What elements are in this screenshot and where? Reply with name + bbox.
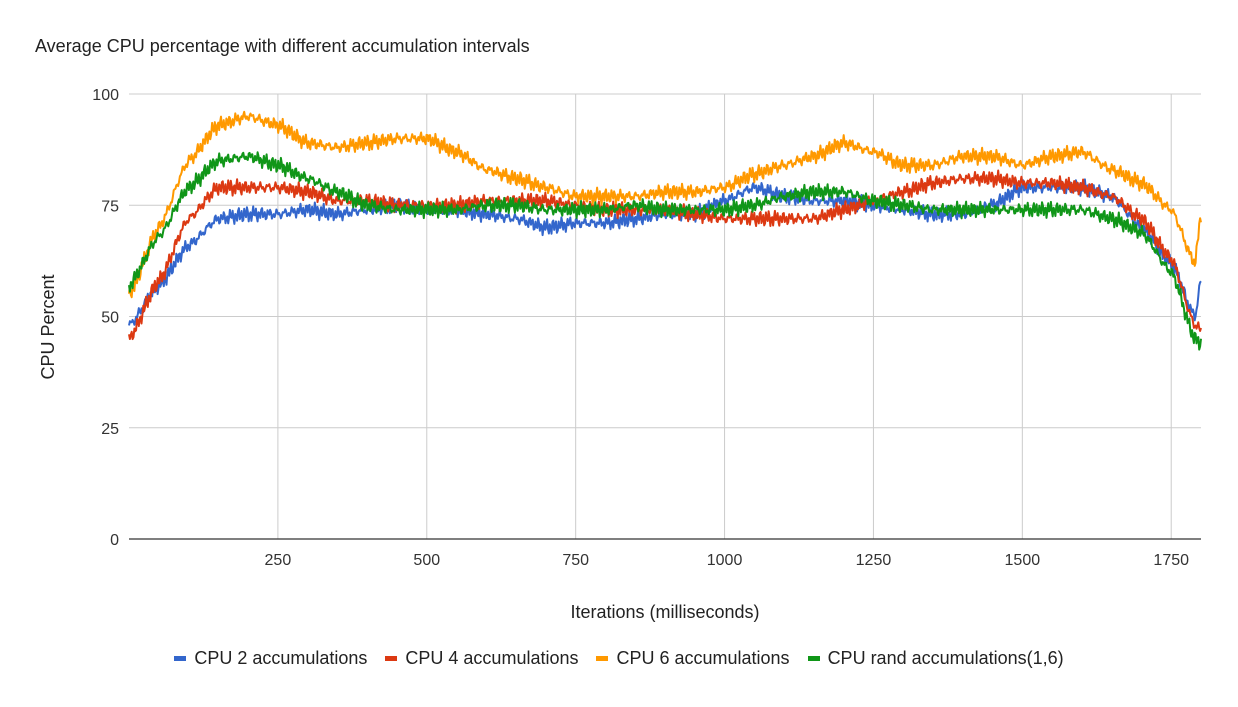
chart-title: Average CPU percentage with different ac…	[35, 36, 530, 56]
legend-swatch	[174, 656, 187, 661]
series-line	[128, 151, 1202, 351]
y-tick-label: 100	[92, 87, 119, 104]
legend-swatch	[385, 656, 398, 661]
x-tick-label: 1250	[856, 552, 892, 569]
y-tick-label: 25	[101, 421, 119, 438]
legend: CPU 2 accumulations CPU 4 accumulations CP…	[0, 648, 1238, 669]
x-tick-label: 1500	[1005, 552, 1041, 569]
legend-item[interactable]: CPU 6 accumulations	[596, 648, 790, 669]
x-tick-label: 1000	[707, 552, 743, 569]
legend-swatch	[596, 656, 609, 661]
legend-item[interactable]: CPU rand accumulations(1,6)	[807, 648, 1064, 669]
x-tick-label: 250	[265, 552, 292, 569]
series-lines	[128, 110, 1202, 351]
tick-labels: 0 25 50 75 100 250 500 750 1000 1250 1500 1750	[92, 87, 1189, 569]
legend-item[interactable]: CPU 2 accumulations	[174, 648, 367, 669]
y-tick-label: 50	[101, 310, 119, 327]
legend-label: CPU 6 accumulations	[616, 648, 790, 668]
y-tick-label: 75	[101, 198, 119, 215]
legend-label: CPU 4 accumulations	[405, 648, 579, 668]
series-line	[128, 169, 1202, 341]
legend-item[interactable]: CPU 4 accumulations	[385, 648, 578, 669]
x-tick-label: 1750	[1153, 552, 1189, 569]
legend-label: CPU rand accumulations(1,6)	[827, 648, 1064, 668]
series-line	[128, 110, 1202, 299]
y-tick-label: 0	[110, 532, 119, 549]
x-tick-label: 750	[562, 552, 589, 569]
x-axis-title: Iterations (milliseconds)	[570, 602, 759, 622]
legend-label: CPU 2 accumulations	[194, 648, 368, 668]
x-tick-label: 500	[413, 552, 440, 569]
legend-swatch	[807, 656, 820, 661]
y-axis-title: CPU Percent	[38, 274, 58, 379]
